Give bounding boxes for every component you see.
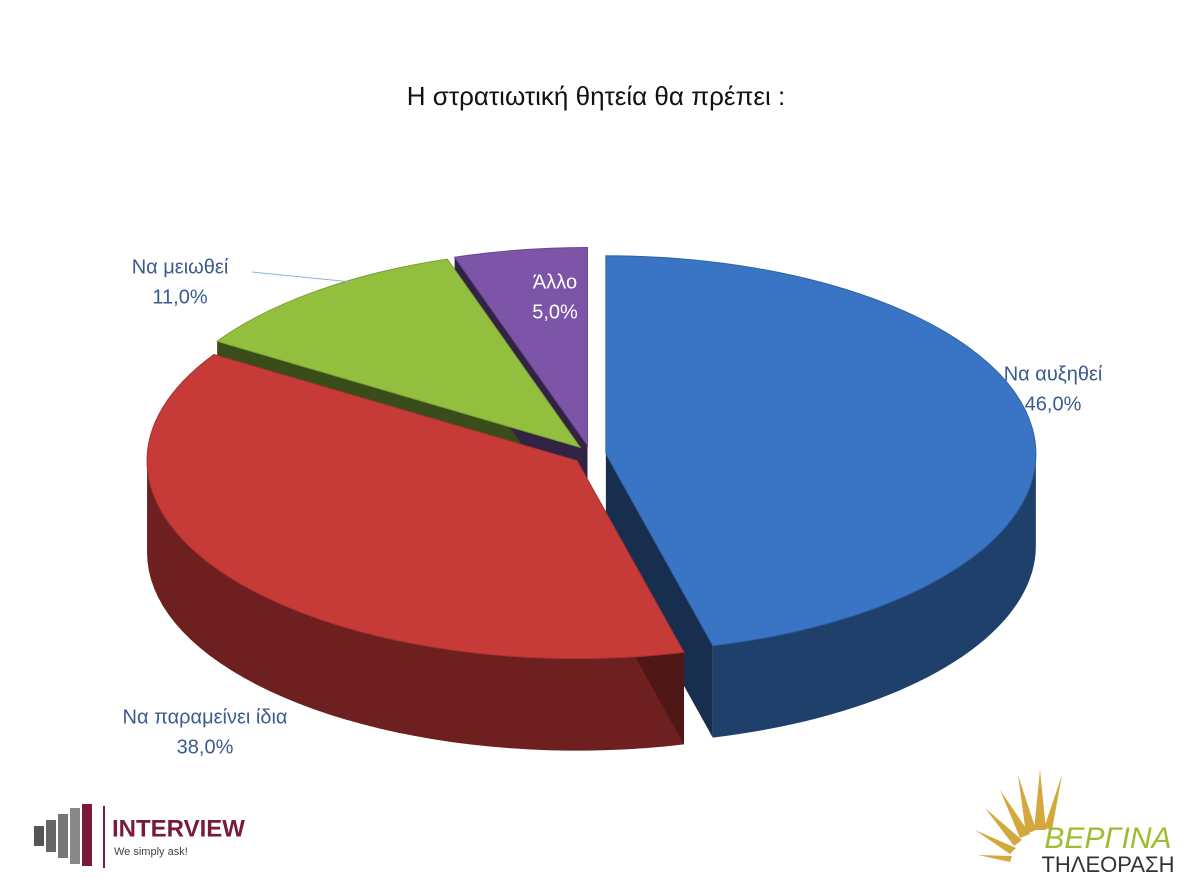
slice bbox=[216, 258, 582, 449]
slice bbox=[146, 354, 685, 660]
logo-name: ΒΕΡΓΙΝΑ bbox=[1044, 822, 1171, 855]
slice-label: Να αυξηθεί bbox=[1004, 363, 1103, 385]
slice-side bbox=[147, 460, 684, 751]
vergina-logo: ΒΕΡΓΙΝΑ ΤΗΛΕΟΡΑΣΗ bbox=[975, 770, 1175, 877]
value-label: 11,0% bbox=[152, 286, 207, 308]
pie-tops bbox=[146, 247, 1037, 660]
value-label: 5,0% bbox=[532, 301, 578, 323]
value-label: 38,0% bbox=[177, 736, 234, 758]
value-label: 46,0% bbox=[1025, 393, 1082, 415]
slice bbox=[605, 255, 1037, 647]
leader-line bbox=[251, 271, 353, 283]
chart-title: Η στρατιωτική θητεία θα πρέπει : bbox=[407, 81, 785, 111]
logo-subtitle: ΤΗΛΕΟΡΑΣΗ bbox=[1041, 852, 1174, 877]
labels: Να αυξηθεί 46,0% Να παραμείνει ίδια 38,0% Να… bbox=[123, 256, 1103, 758]
logo-tagline: We simply ask! bbox=[114, 846, 188, 858]
slice-wall bbox=[605, 453, 713, 738]
logo-name: INTERVIEW bbox=[112, 815, 245, 842]
interview-logo: INTERVIEW We simply ask! bbox=[34, 804, 245, 868]
slice bbox=[453, 247, 588, 448]
slice-label: Να παραμείνει ίδια bbox=[123, 706, 288, 728]
slice-label: Άλλο bbox=[533, 271, 577, 293]
slice-label: Να μειωθεί bbox=[132, 256, 229, 278]
slice-side bbox=[712, 453, 1036, 738]
